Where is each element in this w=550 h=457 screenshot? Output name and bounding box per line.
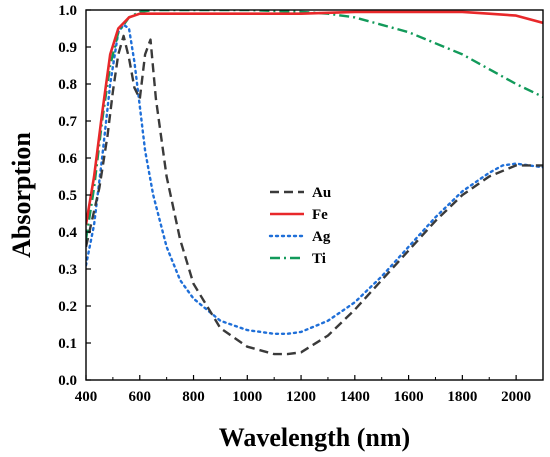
x-tick-label: 1800 [447, 389, 477, 405]
series-line-fe [86, 10, 543, 225]
y-tick-label: 0.7 [58, 114, 77, 130]
legend-label: Ti [312, 251, 326, 267]
plot-series-group [86, 10, 543, 356]
legend-label: Ag [312, 229, 331, 245]
y-tick-label: 0.2 [58, 299, 77, 315]
y-tick-label: 0.1 [58, 336, 77, 352]
x-tick-label: 600 [129, 389, 152, 405]
legend-label: Fe [312, 207, 328, 223]
legend-item-ag: Ag [268, 229, 331, 245]
legend: Au Fe Ag Ti [268, 185, 331, 267]
x-tick-label: 1000 [232, 389, 262, 405]
x-tick-label: 800 [182, 389, 205, 405]
series-line-au [86, 34, 543, 356]
y-tick-label: 0.9 [58, 40, 77, 56]
legend-item-ti: Ti [270, 251, 326, 267]
y-axis-title: Absorption [7, 132, 36, 258]
y-tick-label: 1.0 [58, 3, 77, 19]
x-tick-label: 1600 [394, 389, 424, 405]
axes-group: 400 600 800 1000 1200 1400 1600 1800 2000 0.0 0.1 0… [58, 3, 544, 405]
x-axis-title: Wavelength (nm) [219, 423, 410, 452]
legend-item-au: Au [270, 185, 331, 201]
y-tick-label: 0.4 [58, 225, 77, 241]
x-tick-label: 400 [75, 389, 98, 405]
y-tick-label: 0.8 [58, 77, 77, 93]
legend-item-fe: Fe [270, 207, 328, 223]
y-tick-label: 0.3 [58, 262, 77, 278]
y-tick-label: 0.5 [58, 188, 77, 204]
legend-label: Au [312, 185, 331, 201]
y-tick-label: 0.6 [58, 151, 77, 167]
y-tick-label: 0.0 [58, 373, 77, 389]
x-tick-label: 2000 [501, 389, 531, 405]
x-tick-label: 1200 [286, 389, 316, 405]
series-line-ti [86, 10, 543, 240]
x-tick-label: 1400 [340, 389, 370, 405]
